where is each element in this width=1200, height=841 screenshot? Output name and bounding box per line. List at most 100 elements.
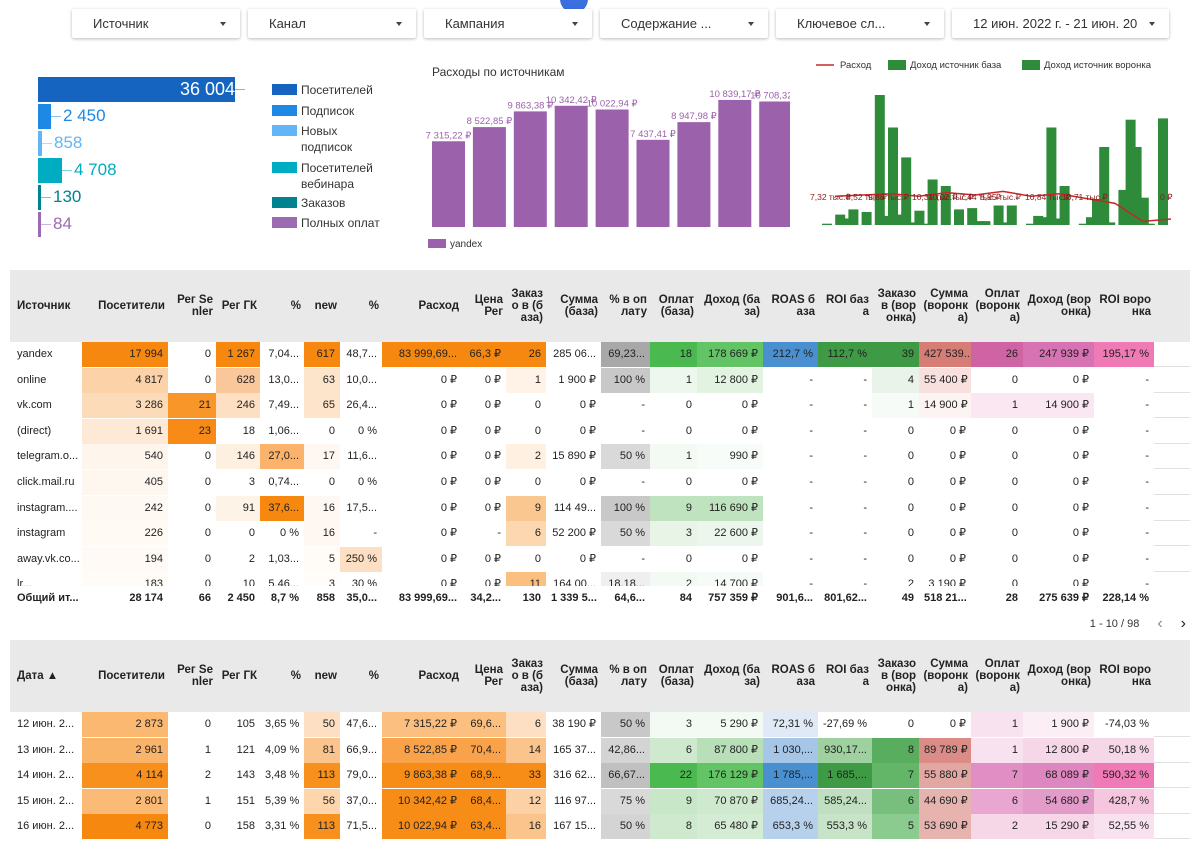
column-header[interactable]: Дата ▲ — [17, 670, 59, 682]
table-row[interactable]: online 4 817 0 628 13,0... 63 10,0... 0 ₽0 ₽1 1 … — [10, 367, 1190, 393]
table-row[interactable]: 16 июн. 2... 4 773 0 158 3,31 % 113 71,5... 10 … — [10, 814, 1190, 840]
table-cell: 63 — [304, 367, 340, 393]
table-row[interactable]: 13 июн. 2... 2 961 1 121 4,09 % 81 66,9... 8 52… — [10, 737, 1190, 763]
table-row[interactable]: 15 июн. 2... 2 801 1 151 5,39 % 56 37,0... 10 3… — [10, 788, 1190, 814]
filter-content[interactable]: Содержание ... — [600, 9, 768, 38]
column-header[interactable]: ROI воронка — [1099, 664, 1151, 688]
funnel-tick — [38, 224, 51, 225]
table-row[interactable]: 14 июн. 2... 4 114 2 143 3,48 % 113 79,0... 9 8… — [10, 763, 1190, 789]
column-header[interactable]: Сумма (база) — [560, 294, 598, 318]
column-header[interactable]: % в оплату — [609, 664, 647, 688]
bar — [636, 139, 670, 227]
filter-source[interactable]: Источник — [72, 9, 240, 38]
column-header[interactable]: ROI воронка — [1099, 294, 1151, 318]
column-header[interactable]: Заказов (воронка) — [877, 288, 916, 324]
column-header[interactable]: Посетители — [98, 670, 165, 682]
table-cell: 0 ₽ — [462, 393, 506, 419]
column-header[interactable]: Расход — [418, 670, 459, 682]
pagination: 1 - 10 / 98 ‹ › — [1090, 615, 1186, 633]
column-header[interactable]: % — [290, 300, 301, 312]
column-header[interactable]: Сумма (база) — [560, 664, 598, 688]
column-header[interactable]: Сумма (воронка) — [923, 288, 968, 324]
table-cell: 1 — [971, 712, 1023, 737]
table-row[interactable]: instagram 226 0 0 0 % 16-0 ₽ -6 52 200 ₽50 % 3 22… — [10, 521, 1190, 547]
totals-cell: 757 359 ₽ — [708, 592, 758, 604]
table-cell: 113 — [304, 814, 340, 840]
column-header[interactable]: Оплат (база) — [658, 664, 694, 688]
legend-swatch — [888, 60, 906, 70]
column-header[interactable]: Цена Рег — [474, 294, 503, 318]
table-cell: 15 290 ₽ — [1023, 814, 1094, 840]
column-header[interactable]: new — [314, 670, 337, 682]
column-header[interactable]: Доход (воронка) — [1027, 294, 1091, 318]
column-header[interactable]: Доход (база) — [704, 664, 760, 688]
table-cell: 116 97... — [546, 788, 601, 814]
table-cell: 0 ₽ — [919, 495, 971, 521]
column-header[interactable]: Заказо в (база) — [511, 658, 543, 694]
filter-channel[interactable]: Канал — [248, 9, 416, 38]
table-row[interactable]: 12 июн. 2... 2 873 0 105 3,65 % 50 47,6... 7 31… — [10, 712, 1190, 737]
table-cell: 0 — [872, 470, 919, 495]
bar-label: 8 522,85 ₽ — [467, 116, 514, 127]
column-header[interactable]: Рег ГК — [221, 670, 257, 682]
legend-label: Подписок — [301, 104, 355, 118]
table-cell: 1 785,... — [763, 763, 818, 789]
column-header[interactable]: ROAS база — [771, 664, 815, 688]
table-cell: 250 % — [340, 546, 382, 572]
prev-page-icon[interactable]: ‹ — [1157, 615, 1163, 632]
column-header[interactable]: ROI база — [826, 294, 869, 318]
column-header[interactable]: Рег Senler — [177, 294, 213, 318]
column-header[interactable]: new — [314, 300, 337, 312]
next-page-icon[interactable]: › — [1180, 615, 1186, 632]
filter-keyword[interactable]: Ключевое сл... — [776, 9, 944, 38]
filter-campaign[interactable]: Кампания — [424, 9, 592, 38]
table-cell: 17 — [304, 444, 340, 470]
column-header[interactable]: Доход (воронка) — [1027, 664, 1091, 688]
column-header[interactable]: Рег Senler — [177, 664, 213, 688]
table-cell: 2 — [216, 546, 260, 572]
column-header[interactable]: Рег ГК — [221, 300, 257, 312]
table-cell: 8 522,85 ₽ — [382, 737, 462, 763]
column-header[interactable]: ROI база — [826, 664, 869, 688]
column-header[interactable]: ROAS база — [771, 294, 815, 318]
table-row[interactable]: click.mail.ru 405 0 3 0,74... 0 0 % 0 ₽0 ₽0 0 ₽ -… — [10, 470, 1190, 495]
revenue-bar — [1026, 223, 1036, 225]
table-row[interactable]: telegram.o... 540 0 146 27,0... 17 11,6... 0 ₽0… — [10, 444, 1190, 470]
legend-label: Расход — [840, 60, 872, 71]
column-header[interactable]: % — [290, 670, 301, 682]
revenue-bar — [920, 223, 931, 225]
table-row[interactable]: away.vk.co... 194 0 2 1,03... 5 250 % 0 ₽0 ₽0 0 … — [10, 546, 1190, 572]
table-header: Источник Посетители Рег Senler Рег ГК% new% Р… — [10, 270, 1190, 342]
legend-label: Посетителей вебинара — [301, 161, 373, 191]
column-header[interactable]: % — [368, 670, 379, 682]
table-cell: 100 % — [601, 367, 650, 393]
revenue-bar — [993, 205, 1004, 225]
table-cell: 16 — [304, 495, 340, 521]
column-header[interactable]: % в оплату — [609, 294, 647, 318]
column-header[interactable]: Посетители — [98, 300, 165, 312]
column-header[interactable]: Оплат (воронка) — [975, 288, 1020, 324]
column-header[interactable]: Заказов (воронка) — [877, 658, 916, 694]
table-row[interactable]: instagram.... 242 0 91 37,6... 16 17,5... 0 ₽0 … — [10, 495, 1190, 521]
column-header[interactable]: Оплат (воронка) — [975, 658, 1020, 694]
table-row[interactable]: vk.com 3 286 21 246 7,49... 65 26,4... 0 ₽0 ₽0 0… — [10, 393, 1190, 419]
table-cell: 0 % — [340, 418, 382, 444]
table-cell: - — [818, 393, 872, 419]
table-cell: 0 — [872, 418, 919, 444]
column-header[interactable]: Источник — [17, 300, 71, 312]
column-header[interactable]: Доход (база) — [704, 294, 760, 318]
filter-label: Канал — [269, 16, 306, 31]
column-header[interactable]: Расход — [418, 300, 459, 312]
revenue-bar — [1118, 189, 1129, 225]
column-header[interactable]: Заказо в (база) — [511, 288, 543, 324]
table-row[interactable]: (direct) 1 691 23 18 1,06... 0 0 % 0 ₽0 ₽0 0 ₽ -0… — [10, 418, 1190, 444]
date-range-picker[interactable]: 12 июн. 2022 г. - 21 июн. 20 — [952, 9, 1169, 38]
column-header[interactable]: Цена Рег — [474, 664, 503, 688]
column-header[interactable]: Сумма (воронка) — [923, 658, 968, 694]
table-row[interactable]: yandex 17 994 0 1 267 7,04... 617 48,7... 83 99… — [10, 342, 1190, 367]
column-header[interactable]: Оплат (база) — [658, 294, 694, 318]
table-cell: 1,06... — [260, 418, 304, 444]
table-cell: 0 — [168, 814, 216, 840]
column-header[interactable]: % — [368, 300, 379, 312]
